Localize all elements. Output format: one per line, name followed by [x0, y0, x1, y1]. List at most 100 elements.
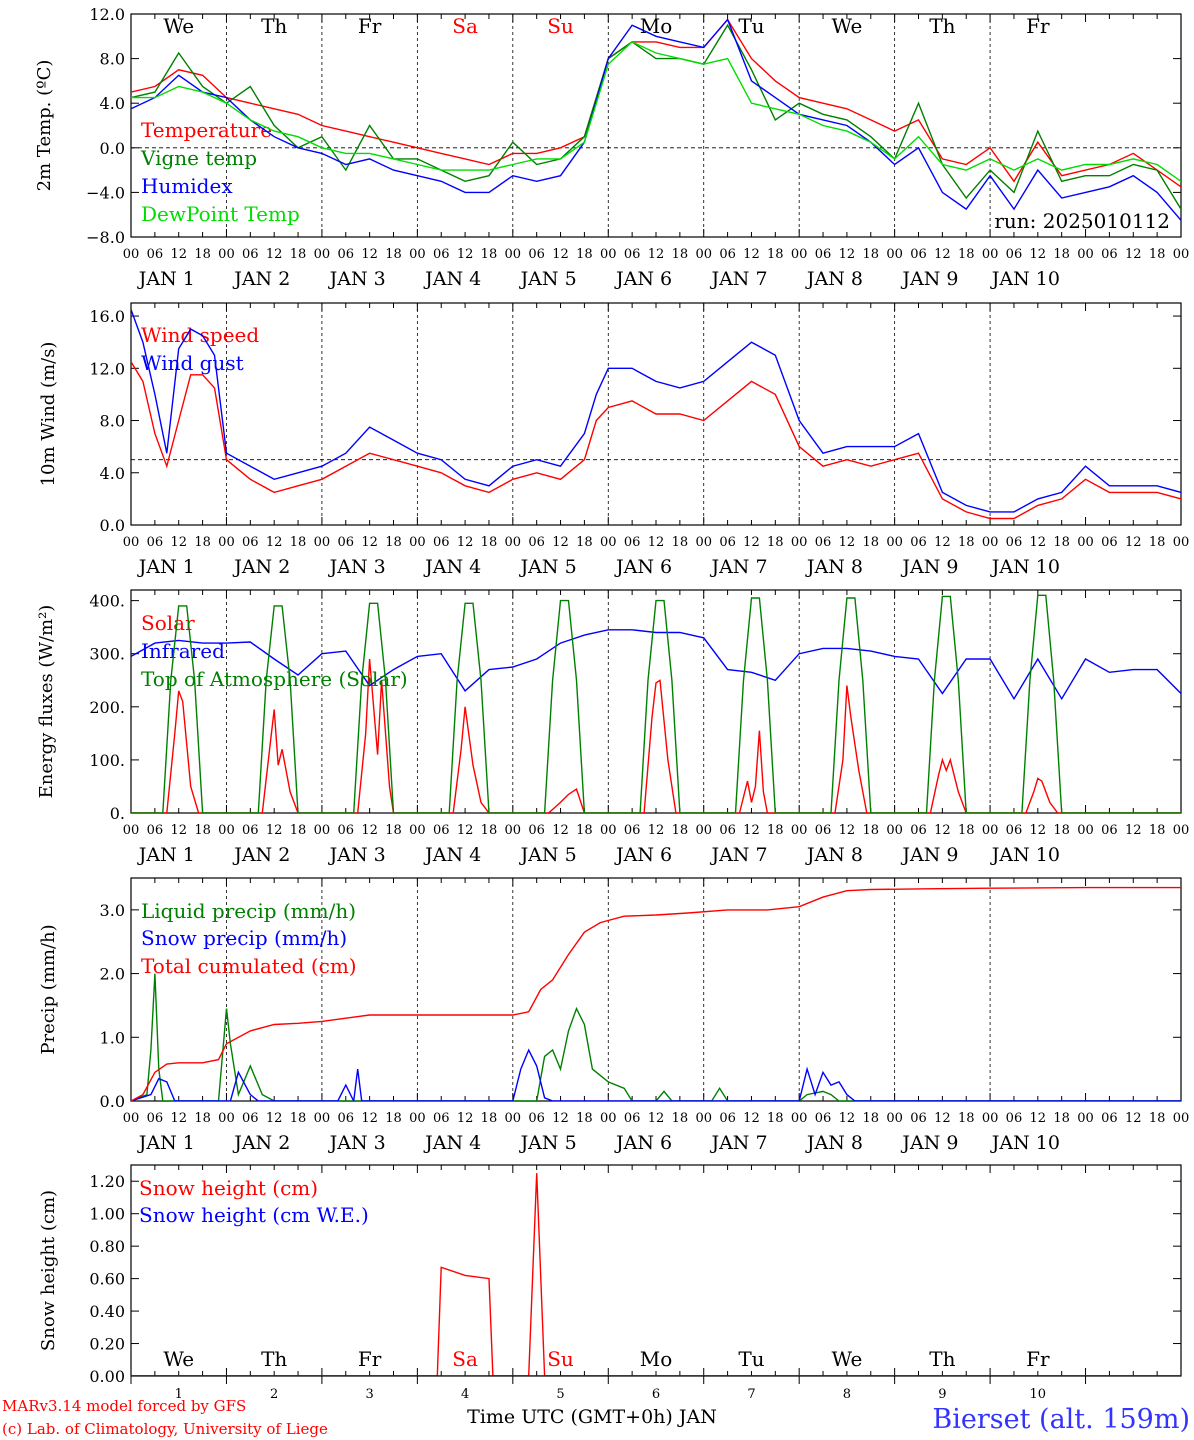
hour-label: 00	[600, 535, 617, 550]
series-line-3	[131, 594, 1181, 813]
day-number: 1	[175, 1387, 183, 1402]
y-axis-label: Precip (mm/h)	[38, 924, 59, 1054]
hour-label: 12	[1030, 247, 1047, 262]
hour-label: 18	[672, 1111, 689, 1126]
y-tick-label: 0.0	[100, 516, 125, 535]
hour-label: 06	[147, 535, 164, 550]
hour-label: 06	[528, 535, 545, 550]
weekday-label: Mo	[640, 14, 673, 38]
hour-label: 00	[1173, 535, 1190, 550]
hour-label: 18	[1149, 247, 1166, 262]
weekday-label: We	[163, 14, 194, 38]
hour-label: 18	[290, 1111, 307, 1126]
hour-label: 12	[552, 1111, 569, 1126]
legend-entry: Solar	[141, 611, 195, 635]
hour-label: 12	[648, 535, 665, 550]
hour-label: 18	[672, 247, 689, 262]
hour-label: 06	[147, 247, 164, 262]
series-line-1	[131, 18, 1181, 188]
series-line-1	[131, 1173, 1181, 1376]
legend-entry: Wind gust	[141, 351, 244, 375]
hour-label: 18	[767, 823, 784, 838]
hour-label: 18	[1053, 247, 1070, 262]
y-tick-label: 8.0	[100, 412, 125, 431]
y-tick-label: 0.20	[89, 1335, 125, 1354]
day-label: JAN 10	[990, 1132, 1060, 1154]
hour-label: 12	[170, 247, 187, 262]
legend-entry: DewPoint Temp	[141, 202, 300, 226]
day-label: JAN 8	[805, 1132, 863, 1154]
day-label: JAN 9	[900, 844, 958, 866]
weekday-label: Sa	[452, 14, 478, 38]
hour-label: 18	[290, 823, 307, 838]
day-number: 2	[270, 1387, 278, 1402]
hour-label: 12	[1030, 823, 1047, 838]
day-label: JAN 4	[423, 556, 481, 578]
y-tick-label: 2.0	[100, 965, 125, 984]
y-tick-label: 0.0	[100, 139, 125, 158]
hour-label: 18	[767, 247, 784, 262]
hour-label: 12	[361, 1111, 378, 1126]
hour-label: 00	[982, 247, 999, 262]
hour-label: 12	[934, 823, 951, 838]
series-line-2	[131, 309, 1181, 513]
hour-label: 18	[385, 535, 402, 550]
hour-label: 06	[624, 247, 641, 262]
hour-label: 18	[194, 247, 211, 262]
y-tick-label: −8.0	[86, 228, 125, 247]
day-label: JAN 4	[423, 1132, 481, 1154]
hour-label: 18	[1053, 1111, 1070, 1126]
day-label: JAN 8	[805, 844, 863, 866]
hour-label: 00	[695, 535, 712, 550]
panel-3: 400. 300. 200. 100. 0. Energy fluxes (W/m²) So…	[36, 589, 1189, 866]
x-axis-label: Time UTC (GMT+0h) JAN	[467, 1406, 717, 1428]
day-label: JAN 5	[519, 556, 577, 578]
y-tick-label: −4.0	[86, 183, 125, 202]
hour-label: 06	[337, 823, 354, 838]
hour-label: 00	[314, 823, 331, 838]
hour-label: 12	[839, 535, 856, 550]
y-tick-label: 1.00	[89, 1205, 125, 1224]
hour-label: 12	[743, 1111, 760, 1126]
hour-label: 00	[123, 247, 140, 262]
hour-label: 00	[695, 823, 712, 838]
day-label: JAN 10	[990, 268, 1060, 290]
hour-label: 12	[457, 247, 474, 262]
hour-label: 18	[481, 535, 498, 550]
panel-4: 3.0 2.0 1.0 0.0 Precip (mm/h) Liquid precip (…	[38, 877, 1190, 1154]
day-label: JAN 2	[232, 1132, 290, 1154]
day-label: JAN 1	[137, 844, 195, 866]
hour-label: 00	[1077, 247, 1094, 262]
hour-label: 00	[791, 535, 808, 550]
day-number: 3	[365, 1387, 373, 1402]
hour-label: 00	[886, 535, 903, 550]
legend-entry: Infrared	[141, 639, 225, 663]
hour-label: 00	[886, 823, 903, 838]
hour-label: 06	[910, 1111, 927, 1126]
legend-entry: Liquid precip (mm/h)	[141, 899, 356, 923]
hour-label: 00	[1077, 1111, 1094, 1126]
hour-label: 18	[385, 823, 402, 838]
hour-label: 12	[1030, 535, 1047, 550]
hour-label: 00	[886, 1111, 903, 1126]
series-line-2	[131, 629, 1181, 701]
hour-label: 00	[791, 823, 808, 838]
hour-label: 12	[839, 1111, 856, 1126]
hour-label: 06	[337, 535, 354, 550]
legend-entry: Snow height (cm)	[139, 1176, 318, 1200]
day-label: JAN 9	[900, 556, 958, 578]
y-tick-label: 200.	[89, 698, 125, 717]
hour-label: 06	[242, 1111, 259, 1126]
hour-label: 00	[1173, 1111, 1190, 1126]
hour-label: 00	[600, 1111, 617, 1126]
hour-label: 18	[1053, 823, 1070, 838]
day-label: JAN 9	[900, 1132, 958, 1154]
legend-entry: Top of Atmosphere (Solar)	[141, 667, 408, 691]
hour-label: 18	[958, 535, 975, 550]
hour-label: 06	[624, 535, 641, 550]
day-label: JAN 5	[519, 844, 577, 866]
hour-label: 06	[242, 535, 259, 550]
day-label: JAN 3	[328, 556, 386, 578]
